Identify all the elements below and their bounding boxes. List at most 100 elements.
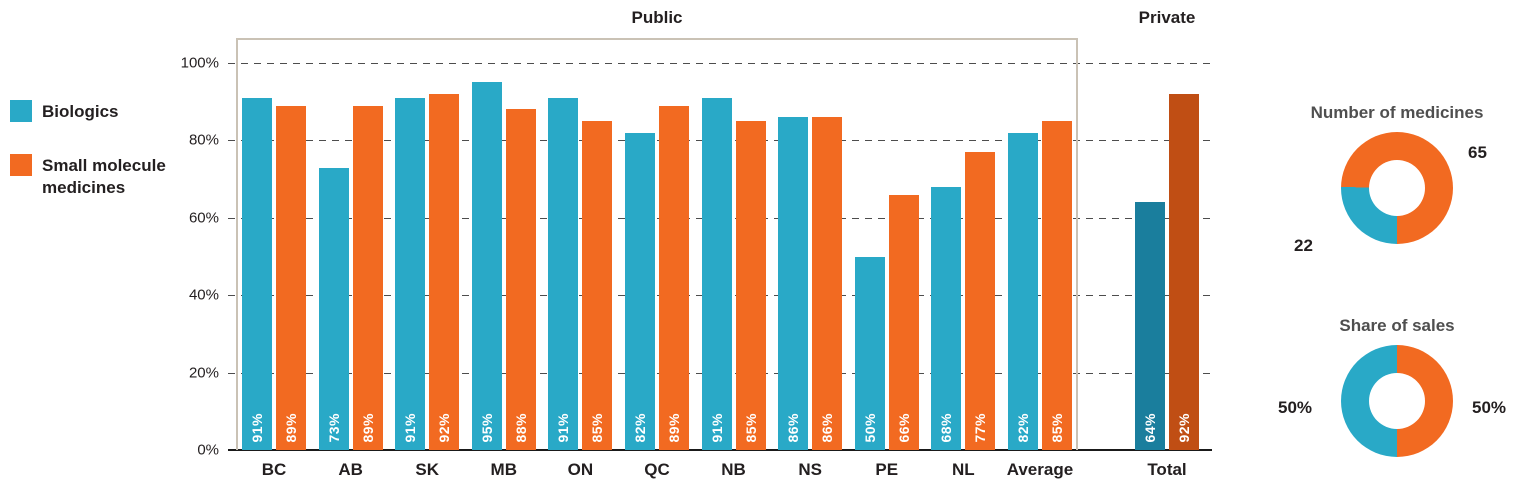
legend-item-small-molecule: Small molecule medicines — [10, 154, 185, 198]
bar-total-biologics: 64% — [1135, 202, 1165, 450]
y-tick-label: 80% — [188, 131, 219, 149]
donut-label-small-molecule: 50% — [1472, 398, 1507, 417]
bar-value-label: 91% — [402, 413, 419, 443]
bar-value-label: 77% — [972, 413, 989, 443]
bar-value-label: 91% — [249, 413, 265, 443]
legend: Biologics Small molecule medicines — [10, 100, 185, 230]
y-axis-ticks: 100% 80% 60% 40% 20% 0% — [149, 55, 219, 459]
bar-small-molecule: 85% — [1041, 121, 1072, 450]
y-tick-label: 100% — [180, 54, 219, 72]
x-label-ab: AB — [338, 460, 363, 479]
bar-biologics: 95% — [471, 82, 502, 450]
donut-number-of-medicines: Number of medicines 65 22 — [1272, 103, 1522, 255]
bar-value-label: 85% — [742, 413, 759, 443]
bar-group-average: 82% 85% — [1002, 63, 1078, 450]
donut-label-biologics: 22 — [1294, 236, 1313, 255]
bar-value-label: 91% — [708, 413, 725, 443]
bar-biologics: 91% — [548, 97, 579, 450]
bar-value-label: 85% — [589, 413, 606, 443]
bar-value-label: 89% — [359, 413, 376, 443]
bar-small-molecule: 88% — [505, 109, 536, 450]
bar-small-molecule: 86% — [812, 117, 843, 450]
bar-small-molecule: 92% — [429, 93, 460, 450]
y-tick-label: 40% — [188, 286, 219, 304]
donut-ring — [1341, 132, 1453, 244]
bar-value-label: 82% — [631, 413, 648, 443]
legend-label-small-molecule: Small molecule medicines — [42, 156, 166, 197]
x-axis-line — [228, 449, 1212, 451]
donut-title: Share of sales — [1339, 316, 1455, 335]
bar-value-label: 92% — [1176, 413, 1192, 443]
private-bars: 64% 92% — [1129, 63, 1205, 450]
x-label-pe: PE — [875, 460, 899, 479]
bar-value-label: 50% — [861, 413, 878, 443]
gridline — [228, 63, 1212, 64]
y-tick-label: 0% — [197, 441, 219, 459]
donut-label-small-molecule: 65 — [1468, 143, 1487, 162]
public-box — [236, 38, 1078, 450]
bar-biologics: 68% — [931, 186, 962, 450]
bar-biologics: 50% — [854, 256, 885, 450]
donut-label-biologics: 50% — [1278, 398, 1313, 417]
x-label-nb: NB — [721, 460, 746, 479]
bar-value-label: 91% — [555, 413, 572, 443]
bar-value-label: 92% — [436, 413, 453, 443]
x-label-mb: MB — [490, 460, 517, 479]
private-section-title: Private — [1138, 8, 1196, 27]
x-label-sk: SK — [415, 460, 439, 479]
bar-biologics: 91% — [242, 97, 272, 450]
bar-value-label: 68% — [938, 413, 955, 443]
x-label-nl: NL — [952, 460, 975, 479]
x-label-bc: BC — [261, 460, 287, 479]
bar-biologics: 82% — [1007, 132, 1038, 450]
y-tick-label: 20% — [188, 364, 219, 382]
bar-group-nb: 91% 85% — [696, 63, 772, 450]
bar-value-label: 66% — [895, 413, 912, 443]
bar-group-pe: 50% 66% — [849, 63, 925, 450]
bar-biologics: 82% — [624, 132, 655, 450]
bar-value-label: 89% — [665, 413, 682, 443]
bar-group-ab: 73% 89% — [313, 63, 389, 450]
bar-small-molecule: 89% — [352, 105, 383, 450]
bar-value-label: 86% — [819, 413, 836, 443]
bar-biologics: 86% — [778, 117, 809, 450]
bar-value-label: 64% — [1142, 413, 1158, 443]
bar-biologics: 73% — [318, 167, 349, 450]
bar-group-ns: 86% 86% — [772, 63, 848, 450]
bar-value-label: 95% — [478, 413, 495, 443]
biologics-swatch-icon — [10, 100, 32, 122]
bar-value-label: 73% — [325, 413, 342, 443]
x-label-ns: NS — [798, 460, 822, 479]
x-labels: BC AB SK MB ON QC NB NS PE NL Average — [236, 460, 1078, 480]
bar-group-mb: 95% 88% — [466, 63, 542, 450]
bar-small-molecule: 85% — [735, 121, 766, 450]
x-label-total: Total — [1147, 460, 1187, 479]
bar-total-small-molecule: 92% — [1169, 93, 1199, 450]
donut-ring — [1341, 345, 1453, 457]
bar-value-label: 89% — [283, 413, 299, 443]
bar-small-molecule: 89% — [658, 105, 689, 450]
bar-biologics: 91% — [395, 97, 426, 450]
small-molecule-swatch-icon — [10, 154, 32, 177]
bar-small-molecule: 85% — [582, 121, 613, 450]
bar-value-label: 82% — [1014, 413, 1031, 443]
x-label-qc: QC — [644, 460, 670, 479]
bar-small-molecule: 89% — [276, 105, 306, 450]
public-section-title: Public — [631, 8, 683, 27]
legend-label-biologics: Biologics — [42, 102, 119, 121]
public-bars: 91% 89% 73% 89% 91% 92% 95% 88% 91% 85% 82% 89% 91% 8… — [236, 63, 1078, 450]
bar-small-molecule: 77% — [965, 152, 996, 450]
donut-share-of-sales: Share of sales 50% 50% — [1272, 316, 1522, 457]
bar-group-sk: 91% 92% — [389, 63, 465, 450]
bar-group-nl: 68% 77% — [925, 63, 1001, 450]
bar-biologics: 91% — [701, 97, 732, 450]
bar-value-label: 85% — [1048, 413, 1065, 443]
bar-group-bc: 91% 89% — [236, 63, 312, 450]
bar-value-label: 86% — [785, 413, 802, 443]
x-label-average: Average — [1006, 460, 1074, 479]
donut-title: Number of medicines — [1310, 103, 1484, 122]
bar-group-qc: 82% 89% — [619, 63, 695, 450]
bar-group-on: 91% 85% — [542, 63, 618, 450]
x-label-on: ON — [567, 460, 594, 479]
